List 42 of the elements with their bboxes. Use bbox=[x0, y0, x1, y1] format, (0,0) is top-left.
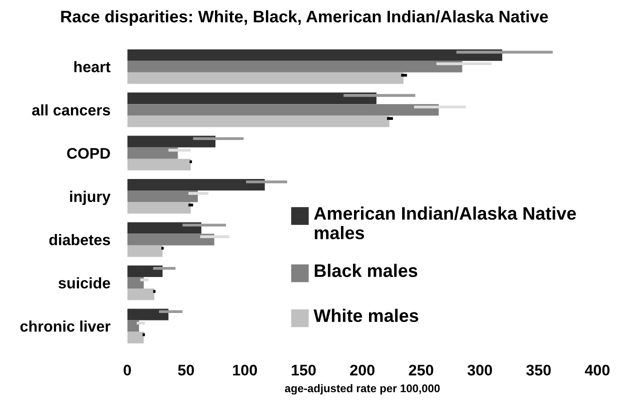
bar bbox=[127, 332, 144, 344]
bar bbox=[127, 277, 144, 289]
bar bbox=[127, 158, 191, 170]
bar bbox=[127, 245, 163, 257]
bar bbox=[127, 104, 439, 116]
bar bbox=[127, 49, 502, 61]
x-tick-label: 300 bbox=[467, 364, 492, 376]
bar bbox=[127, 308, 168, 320]
bar bbox=[127, 60, 462, 72]
y-tick-label: heart bbox=[74, 61, 110, 72]
x-tick-label: 50 bbox=[178, 364, 194, 376]
chart-title: Race disparities: White, Black, American Indian/Alaska Native bbox=[61, 10, 548, 26]
bar bbox=[127, 147, 178, 159]
y-tick-label: COPD bbox=[67, 148, 110, 159]
bar bbox=[127, 288, 154, 300]
x-tick-label: 350 bbox=[526, 364, 551, 376]
y-tick-label: suicide bbox=[58, 277, 110, 288]
x-tick-label: 150 bbox=[292, 364, 316, 376]
x-tick-label: 100 bbox=[233, 364, 257, 376]
legend-label: Black males bbox=[314, 264, 418, 278]
bar bbox=[127, 179, 265, 191]
bar bbox=[127, 266, 163, 278]
x-tick-label: 400 bbox=[584, 364, 610, 376]
bar bbox=[127, 234, 214, 246]
bar bbox=[127, 116, 390, 128]
legend-label: White males bbox=[314, 308, 418, 322]
bar bbox=[127, 190, 198, 202]
y-tick-label: all cancers bbox=[32, 104, 110, 116]
bar bbox=[127, 320, 140, 332]
y-tick-label: injury bbox=[70, 190, 111, 206]
bar bbox=[127, 136, 216, 148]
x-tick-label: 250 bbox=[408, 364, 434, 376]
bar bbox=[127, 72, 404, 84]
y-tick-label: chronic liver bbox=[20, 320, 110, 332]
x-tick-label: 200 bbox=[350, 364, 374, 376]
x-axis-title: age-adjusted rate per 100,000 bbox=[284, 384, 440, 395]
y-tick-label: diabetes bbox=[49, 234, 110, 246]
legend-label: American Indian/Alaska Native males bbox=[314, 206, 576, 240]
bar bbox=[127, 222, 202, 234]
bar bbox=[127, 202, 191, 214]
bar bbox=[127, 92, 376, 104]
x-tick-label: 0 bbox=[124, 364, 131, 376]
